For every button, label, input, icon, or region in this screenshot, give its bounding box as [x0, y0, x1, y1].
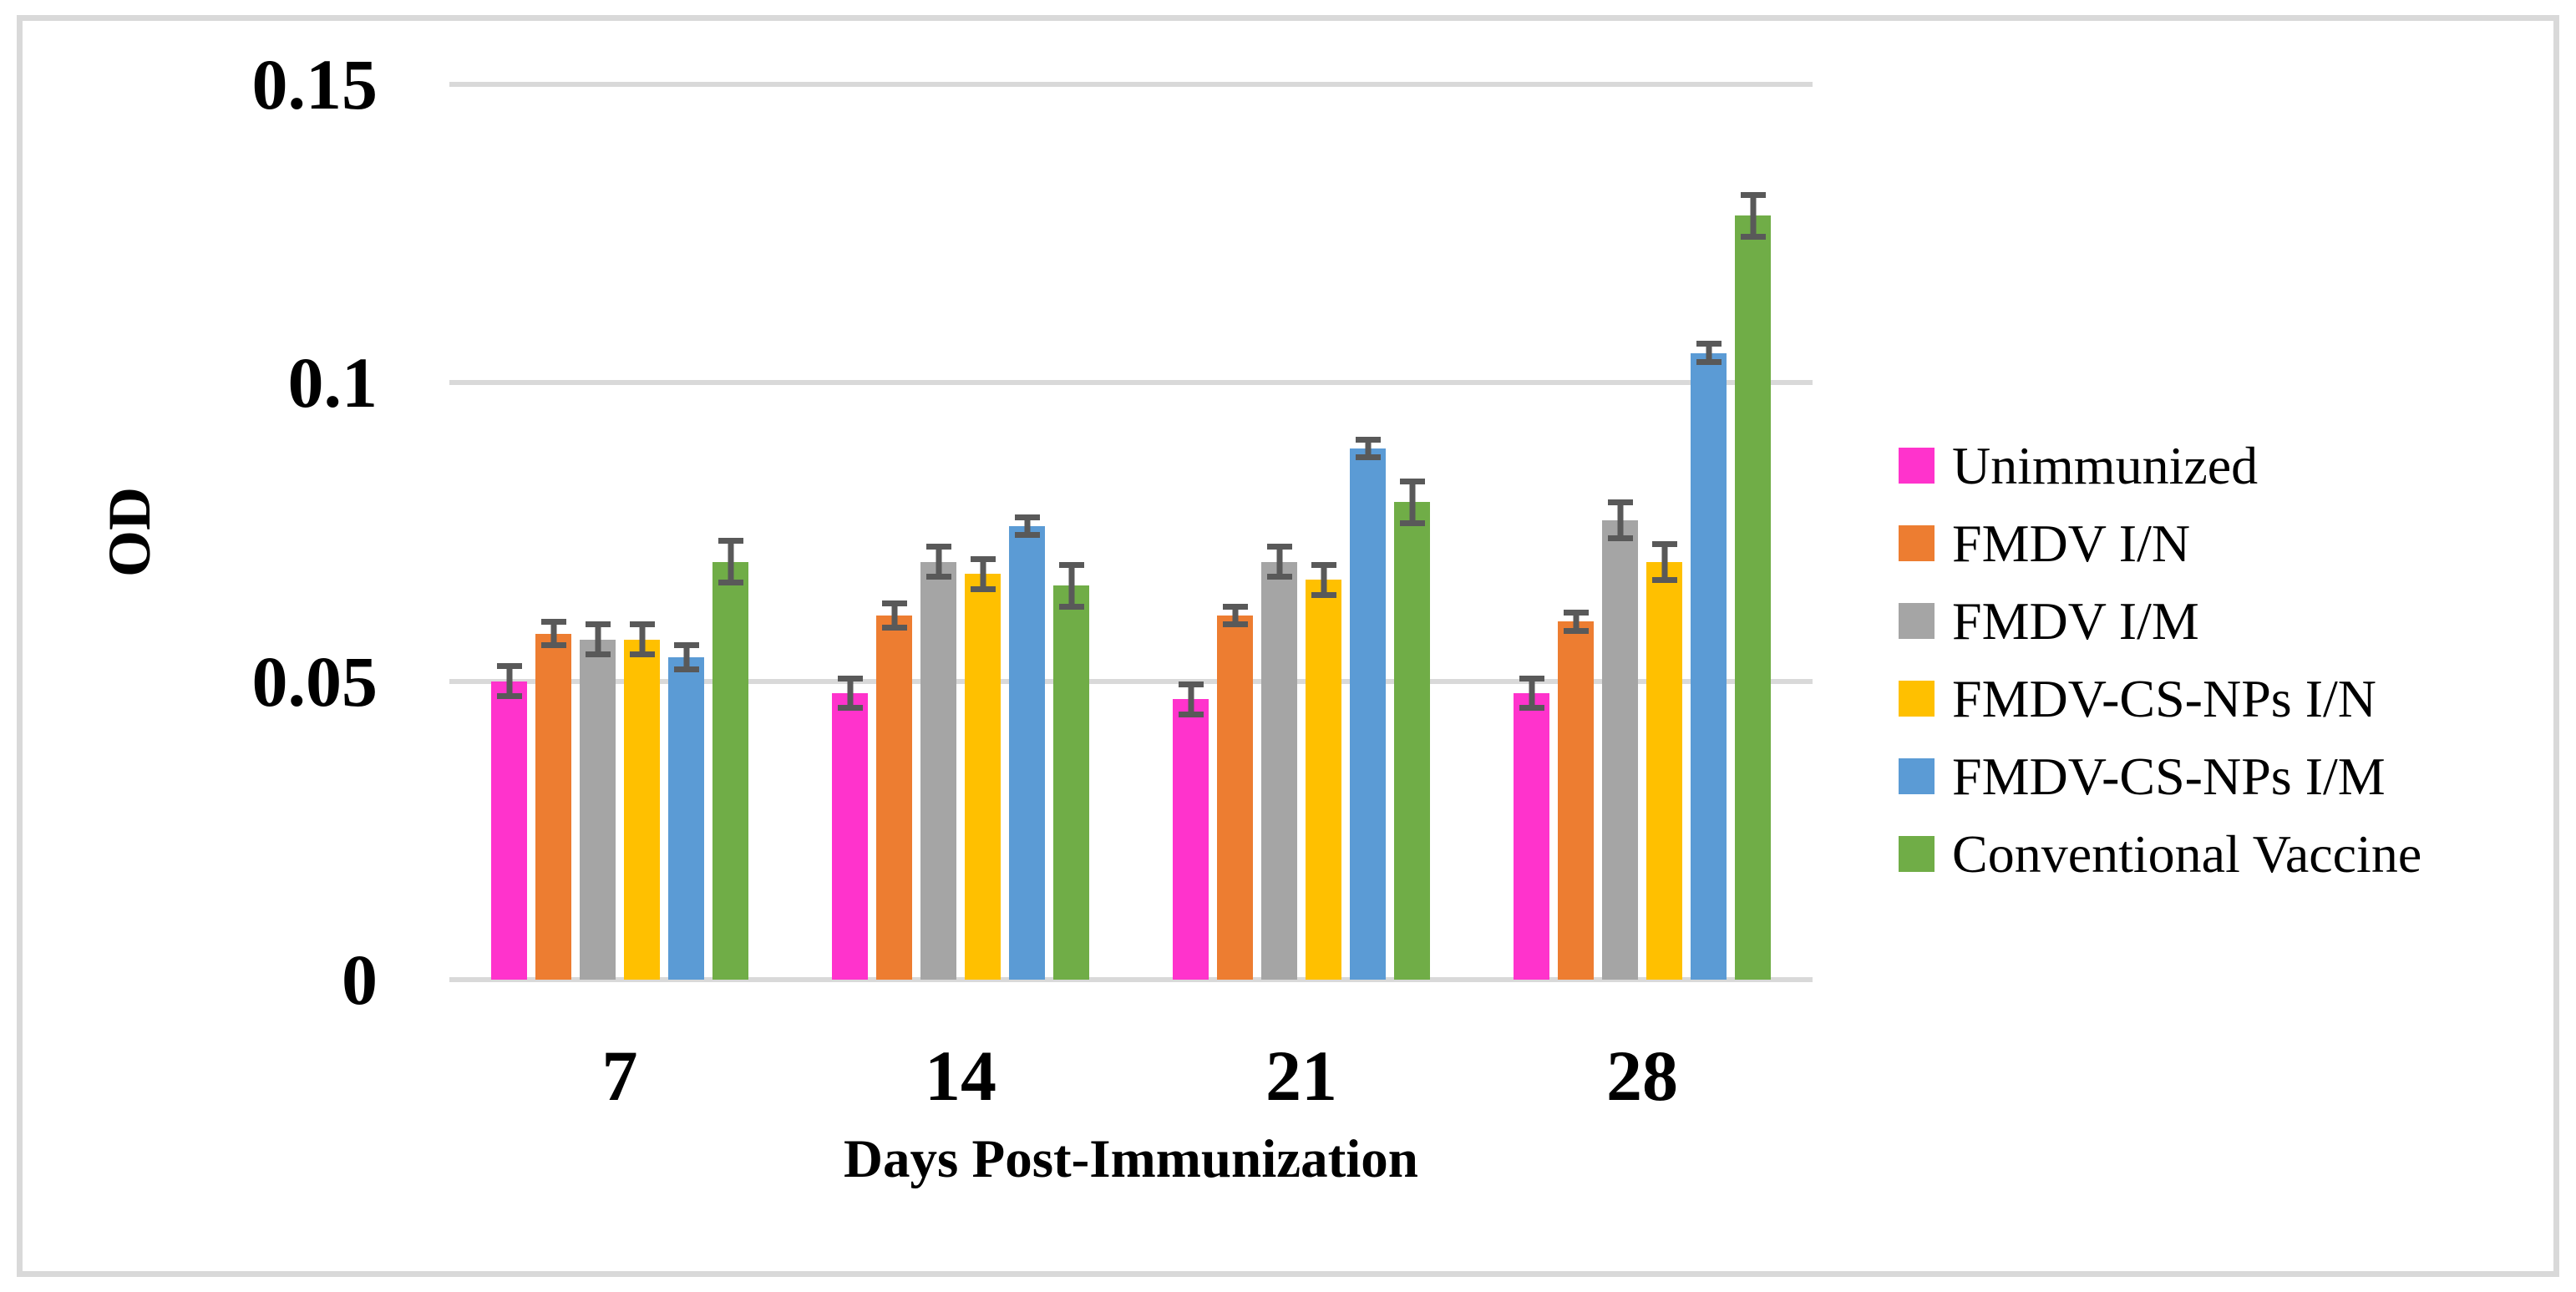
error-bar	[1266, 544, 1292, 580]
bar	[920, 544, 956, 980]
legend-label: FMDV-CS-NPs I/M	[1952, 747, 2386, 806]
bar	[965, 555, 1001, 980]
legend-item: FMDV-CS-NPs I/N	[1899, 667, 2421, 730]
legend-swatch	[1899, 603, 1935, 639]
y-tick-label: 0	[342, 940, 378, 1020]
bar	[535, 618, 571, 980]
error-bar	[1651, 540, 1677, 583]
error-bar	[629, 621, 655, 658]
legend-label: Conventional Vaccine	[1952, 824, 2422, 884]
y-axis-tick-labels: 0 0.05 0.1 0.15	[0, 48, 378, 1016]
legend-swatch	[1899, 758, 1935, 794]
legend-item: Unimmunized	[1899, 434, 2421, 497]
bar-group-day-28	[1472, 84, 1813, 980]
error-bar	[673, 642, 699, 672]
error-bar	[881, 600, 907, 631]
bar	[832, 675, 868, 980]
error-bar	[1311, 561, 1336, 598]
x-tick-label: 14	[925, 1036, 996, 1116]
bar	[624, 621, 660, 980]
x-axis-title: Days Post-Immunization	[844, 1129, 1418, 1189]
error-bar	[1519, 675, 1544, 712]
x-axis-tick-labels: 7 14 21 28	[449, 1040, 1813, 1112]
error-bar	[1222, 603, 1248, 628]
error-bar	[1607, 499, 1633, 541]
x-tick-label: 28	[1606, 1036, 1678, 1116]
x-tick-label: 21	[1265, 1036, 1337, 1116]
bar	[491, 663, 527, 980]
bar	[1558, 609, 1594, 980]
legend: Unimmunized FMDV I/N FMDV I/M FMDV-CS-NPs I…	[1899, 434, 2421, 885]
legend-label: Unimmunized	[1952, 436, 2259, 495]
error-bar	[718, 538, 743, 586]
error-bar	[1355, 436, 1381, 461]
x-tick-label: 7	[601, 1036, 638, 1116]
legend-item: FMDV I/M	[1899, 590, 2421, 652]
bar	[1053, 561, 1089, 980]
legend-label: FMDV I/M	[1952, 591, 2199, 651]
error-bar	[1178, 681, 1204, 717]
legend-label: FMDV I/N	[1952, 514, 2191, 573]
legend-swatch	[1899, 525, 1935, 561]
legend-label: FMDV-CS-NPs I/N	[1952, 669, 2376, 728]
bar-group-day-21	[1131, 84, 1472, 980]
bar	[876, 600, 912, 980]
gridline	[449, 380, 1813, 386]
x-axis-line	[449, 977, 1813, 982]
error-bar	[1014, 514, 1040, 539]
bar-group-day-14	[790, 84, 1131, 980]
error-bar	[925, 544, 951, 580]
legend-item: FMDV I/N	[1899, 512, 2421, 575]
error-bar	[540, 618, 566, 649]
legend-swatch	[1899, 681, 1935, 717]
y-tick-label: 0.05	[251, 641, 378, 722]
legend-swatch	[1899, 448, 1935, 484]
bar	[712, 538, 748, 980]
gridline	[449, 678, 1813, 684]
error-bar	[837, 675, 863, 712]
bar	[1009, 514, 1045, 980]
bar	[580, 621, 616, 980]
gridline	[449, 82, 1813, 87]
bar	[1261, 544, 1297, 980]
bar	[1394, 478, 1430, 980]
error-bar	[1740, 191, 1766, 240]
bar	[1735, 191, 1771, 980]
error-bar	[1058, 561, 1084, 610]
error-bar	[1563, 609, 1589, 634]
bar	[1691, 341, 1727, 980]
bar-group-day-7	[449, 84, 790, 980]
bar	[1350, 436, 1386, 980]
plot-area	[449, 82, 1813, 982]
bar	[1514, 675, 1549, 980]
bar	[1173, 681, 1209, 980]
error-bar	[1399, 478, 1425, 526]
legend-item: Conventional Vaccine	[1899, 823, 2421, 885]
bar	[1306, 561, 1341, 980]
y-tick-label: 0.1	[287, 342, 378, 423]
bar	[1217, 603, 1253, 980]
bar	[668, 642, 704, 980]
legend-item: FMDV-CS-NPs I/M	[1899, 745, 2421, 808]
error-bar	[496, 663, 522, 700]
error-bar	[970, 555, 996, 592]
error-bar	[585, 621, 611, 658]
bar	[1602, 499, 1638, 980]
bar	[1646, 540, 1682, 980]
legend-swatch	[1899, 836, 1935, 872]
y-tick-label: 0.15	[251, 44, 378, 124]
error-bar	[1696, 341, 1722, 365]
